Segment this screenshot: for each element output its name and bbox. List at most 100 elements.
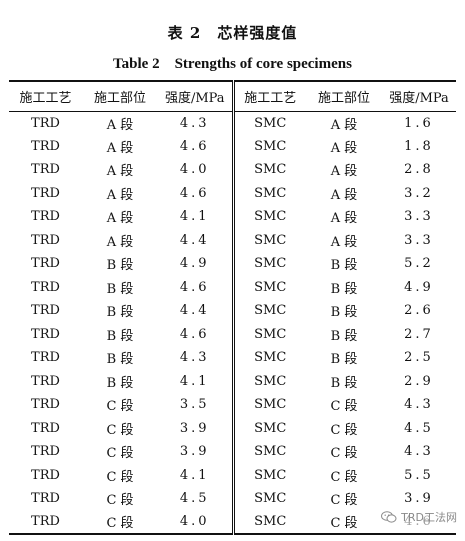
strength-cell: 1.8 [404,138,434,154]
method-cell: SMC [254,373,287,389]
location-cell: B 段 [106,328,134,344]
strength-cell: 4.0 [158,510,235,535]
location-cell: C 段 [82,510,158,535]
table-row: TRD C 段 4.5 SMC C 段 3.9 [9,487,456,511]
strength-cell: 4.3 [158,111,235,135]
strength-cell: 3.9 [158,440,235,464]
table-row: TRD A 段 4.6 SMC A 段 1.8 [9,134,456,158]
method-cell: SMC [254,209,287,225]
strength-cell: 4.6 [158,134,235,158]
strength-cell: 4.4 [158,299,235,323]
strength-cell: 4.0 [158,158,235,182]
strength-cell: 4.1 [158,463,235,487]
table-row: TRD B 段 4.6 SMC B 段 4.9 [9,275,456,299]
table-row: TRD B 段 4.9 SMC B 段 5.2 [9,252,456,276]
location-cell: C 段 [330,399,358,415]
location-cell: A 段 [106,140,134,156]
table-row: TRD C 段 3.9 SMC C 段 4.3 [9,440,456,464]
strength-cell: 3.2 [404,185,434,201]
method-cell: SMC [254,256,287,272]
table-row: TRD A 段 4.1 SMC A 段 3.3 [9,205,456,229]
table-row: TRD B 段 4.1 SMC B 段 2.9 [9,369,456,393]
header-method: 施工工艺 [9,80,82,112]
table-caption-en: Table 2 Strengths of core specimens [113,56,352,72]
method-cell: TRD [31,256,60,272]
strength-cell: 3.5 [158,393,235,417]
table-row: TRD C 段 3.9 SMC C 段 4.5 [9,416,456,440]
strength-cell: 2.8 [404,162,434,178]
location-cell: C 段 [106,422,134,438]
location-cell: B 段 [330,375,358,391]
method-cell: TRD [31,185,60,201]
location-cell: A 段 [106,187,134,203]
strength-cell: 4.3 [404,397,434,413]
location-cell: A 段 [330,234,358,250]
header-location: 施工部位 [82,80,158,112]
location-cell: B 段 [106,281,134,297]
header-method: 施工工艺 [233,80,306,112]
strength-cell: 5.2 [404,256,434,272]
location-cell: A 段 [106,211,134,227]
strength-cell: 4.9 [158,252,235,276]
strength-cell: 4.6 [158,275,235,299]
method-cell: TRD [31,279,60,295]
table-body: TRD A 段 4.3 SMC A 段 1.6 TRD A 段 4.6 SMC A 段 1.8 TRD A… [9,111,456,535]
table-row: TRD C 段 3.5 SMC C 段 4.3 [9,393,456,417]
strength-cell: 4.6 [158,181,235,205]
strength-cell: 2.7 [404,326,434,342]
method-cell: SMC [254,467,287,483]
method-cell: TRD [9,510,82,535]
method-cell: TRD [31,397,60,413]
method-cell: TRD [31,209,60,225]
location-cell: C 段 [330,469,358,485]
method-cell: TRD [31,350,60,366]
location-cell: C 段 [106,399,134,415]
strength-cell: 4.5 [404,420,434,436]
table-row: TRD B 段 4.6 SMC B 段 2.7 [9,322,456,346]
method-cell: SMC [254,232,287,248]
strength-cell: 3.9 [404,491,434,507]
location-cell: A 段 [330,211,358,227]
method-cell: TRD [31,138,60,154]
strength-cell: 3.9 [158,416,235,440]
method-cell: SMC [254,279,287,295]
method-cell: TRD [31,162,60,178]
location-cell: C 段 [306,510,382,535]
header-strength: 强度/MPa [158,80,235,112]
strength-table: 施工工艺 施工部位 强度/MPa 施工工艺 施工部位 强度/MPa TRD A 段… [9,80,456,535]
wechat-logo-icon [381,511,397,523]
strength-cell: 4.6 [158,322,235,346]
method-cell: SMC [254,350,287,366]
table-row: TRD A 段 4.3 SMC A 段 1.6 [9,111,456,135]
strength-cell: 2.9 [404,373,434,389]
table-row: TRD C 段 4.1 SMC C 段 5.5 [9,463,456,487]
location-cell: B 段 [106,375,134,391]
method-cell: SMC [254,397,287,413]
method-cell: TRD [31,326,60,342]
method-cell: SMC [254,420,287,436]
location-cell: A 段 [106,164,134,180]
location-cell: C 段 [330,493,358,509]
method-cell: TRD [31,232,60,248]
location-cell: B 段 [106,305,134,321]
method-cell: TRD [31,420,60,436]
strength-cell: 5.5 [404,467,434,483]
table-caption-cn: 表 2 芯样强度值 [167,24,298,42]
location-cell: C 段 [106,469,134,485]
method-cell: TRD [31,303,60,319]
watermark-text: TRD工法网 [401,511,457,524]
location-cell: C 段 [106,446,134,462]
strength-cell: 2.6 [404,303,434,319]
location-cell: C 段 [106,493,134,509]
strength-cell: 1.6 [404,115,434,131]
location-cell: A 段 [330,140,358,156]
method-cell: TRD [31,444,60,460]
method-cell: TRD [31,491,60,507]
table-row: TRD A 段 4.6 SMC A 段 3.2 [9,181,456,205]
method-cell: TRD [31,373,60,389]
location-cell: B 段 [330,281,358,297]
watermark: TRD工法网 [381,509,457,525]
strength-cell: 4.1 [158,369,235,393]
method-cell: SMC [254,138,287,154]
